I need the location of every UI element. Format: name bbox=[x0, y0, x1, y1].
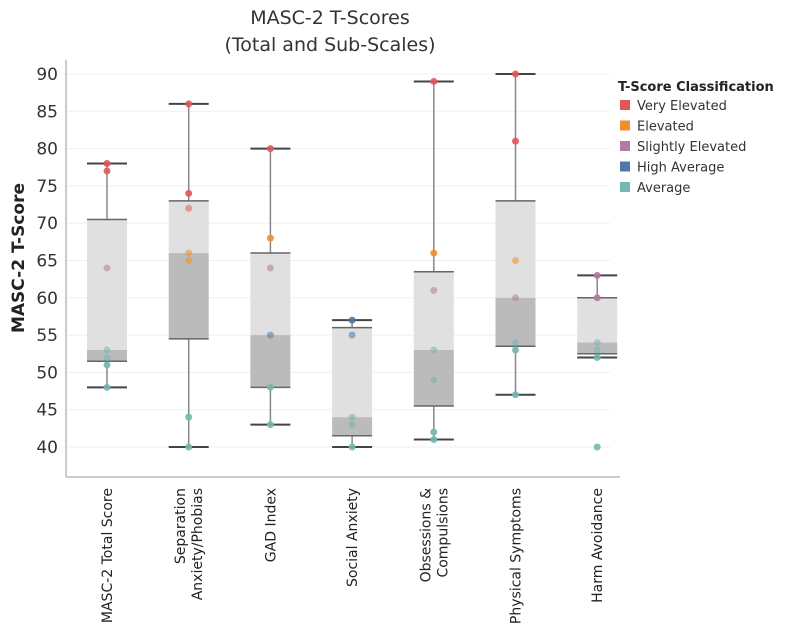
data-point bbox=[103, 383, 111, 391]
legend-item-label: Slightly Elevated bbox=[637, 140, 746, 155]
data-point bbox=[266, 264, 274, 272]
data-point bbox=[512, 294, 519, 302]
x-category-label: Obsessions & bbox=[418, 488, 434, 582]
legend-swatch bbox=[620, 120, 630, 131]
data-point bbox=[185, 189, 193, 197]
legend-item-label: Very Elevated bbox=[637, 99, 727, 114]
data-point bbox=[103, 167, 111, 175]
legend-item-label: Elevated bbox=[637, 120, 694, 135]
data-point bbox=[266, 145, 274, 153]
data-point bbox=[348, 421, 356, 429]
y-tick-label: 55 bbox=[36, 326, 58, 346]
data-point bbox=[430, 249, 438, 257]
x-category-label: Separation bbox=[173, 488, 189, 564]
data-point bbox=[185, 249, 193, 257]
y-tick-label: 70 bbox=[36, 214, 58, 234]
y-tick-label: 65 bbox=[36, 252, 58, 272]
x-category-label: Social Anxiety bbox=[345, 488, 361, 587]
data-point bbox=[593, 353, 601, 361]
legend-swatch bbox=[620, 100, 630, 110]
x-category-label: MASC-2 Total Score bbox=[100, 488, 116, 623]
data-point bbox=[512, 339, 519, 347]
data-point bbox=[593, 346, 601, 354]
data-point bbox=[512, 137, 519, 145]
data-point bbox=[185, 413, 193, 421]
data-point bbox=[430, 376, 438, 384]
data-point bbox=[430, 77, 438, 85]
box-upper bbox=[87, 219, 127, 351]
data-point bbox=[348, 316, 356, 324]
data-point bbox=[430, 286, 438, 294]
x-category-label: Physical Symptoms bbox=[509, 488, 525, 624]
data-point bbox=[430, 428, 438, 436]
x-category-label: Compulsions bbox=[435, 488, 451, 578]
data-point bbox=[348, 443, 356, 451]
data-point bbox=[185, 257, 193, 264]
y-tick-label: 80 bbox=[36, 140, 58, 160]
data-point bbox=[512, 346, 519, 354]
box-lower bbox=[168, 253, 209, 339]
data-point bbox=[593, 294, 601, 302]
x-category-label: Anxiety/Phobias bbox=[190, 488, 206, 600]
legend-title: T-Score Classification bbox=[618, 80, 774, 95]
data-point bbox=[266, 234, 274, 242]
x-category-label: Harm Avoidance bbox=[590, 488, 606, 603]
box-lower bbox=[495, 297, 536, 347]
chart-title-line: (Total and Sub-Scales) bbox=[224, 34, 435, 56]
data-point bbox=[185, 100, 193, 108]
box-upper bbox=[413, 271, 454, 351]
data-point bbox=[266, 331, 274, 339]
data-point bbox=[348, 413, 356, 421]
y-tick-label: 75 bbox=[36, 177, 58, 197]
y-tick-label: 60 bbox=[36, 289, 58, 309]
data-point bbox=[266, 383, 274, 391]
box-lower bbox=[250, 335, 291, 388]
data-point bbox=[512, 257, 519, 264]
y-tick-label: 40 bbox=[36, 438, 58, 458]
box-upper bbox=[495, 200, 536, 298]
y-tick-label: 90 bbox=[36, 65, 58, 85]
y-tick-label: 45 bbox=[36, 401, 58, 421]
data-point bbox=[185, 443, 193, 451]
data-point bbox=[593, 271, 601, 279]
legend-swatch bbox=[620, 182, 630, 192]
chart-title-line: MASC-2 T-Scores bbox=[250, 7, 410, 29]
data-point bbox=[348, 331, 356, 339]
box-upper bbox=[332, 327, 373, 418]
y-tick-label: 50 bbox=[36, 363, 58, 383]
data-point bbox=[103, 264, 111, 272]
data-point bbox=[103, 160, 111, 168]
data-point bbox=[593, 443, 601, 451]
data-point bbox=[103, 346, 111, 354]
data-point bbox=[430, 346, 438, 354]
data-point bbox=[430, 436, 438, 444]
y-tick-label: 85 bbox=[36, 102, 58, 122]
legend-item-label: Average bbox=[637, 181, 690, 196]
data-point bbox=[103, 361, 111, 369]
y-axis-label: MASC-2 T-Score bbox=[9, 183, 29, 333]
box-upper bbox=[577, 297, 618, 343]
data-point bbox=[512, 70, 519, 78]
x-category-label: GAD Index bbox=[263, 488, 279, 562]
data-point bbox=[103, 353, 111, 361]
data-point bbox=[512, 391, 519, 399]
legend-swatch bbox=[620, 141, 630, 151]
legend-item-label: High Average bbox=[637, 161, 724, 176]
data-point bbox=[593, 339, 601, 347]
data-point bbox=[266, 421, 274, 429]
data-point bbox=[185, 204, 193, 212]
legend-swatch bbox=[620, 161, 630, 172]
